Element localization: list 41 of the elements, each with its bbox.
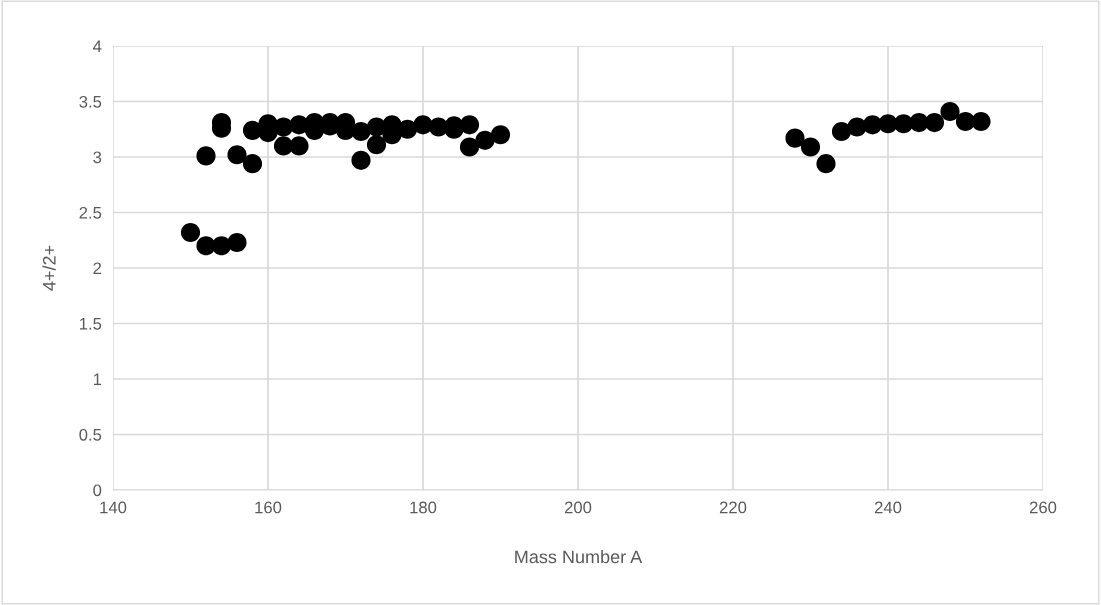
- y-tick-label: 1.5: [79, 318, 102, 330]
- point: [397, 119, 418, 139]
- y-tick-label: 2.5: [79, 206, 102, 219]
- point: [800, 137, 821, 157]
- point: [459, 137, 480, 157]
- point: [227, 145, 247, 165]
- x-tick-label: 180: [410, 501, 437, 514]
- x-tick-label: 240: [874, 501, 902, 514]
- point: [242, 154, 263, 174]
- x-tick-label: 200: [564, 501, 592, 514]
- point: [893, 114, 914, 134]
- point: [831, 121, 852, 142]
- y-tick-label: 0.5: [79, 428, 102, 441]
- point: [351, 150, 371, 170]
- y-tick-label: 1: [93, 373, 102, 386]
- y-tick-label: 4: [93, 40, 102, 53]
- point: [180, 222, 201, 243]
- point: [940, 101, 960, 122]
- x-axis-title: Mass Number A: [515, 549, 643, 564]
- y-tick-label: 3: [93, 151, 102, 164]
- point: [924, 113, 945, 133]
- x-tick-label: 260: [1029, 501, 1057, 514]
- point: [351, 121, 371, 142]
- y-tick-label: 3.5: [79, 95, 102, 108]
- point: [490, 125, 511, 145]
- point: [211, 236, 232, 256]
- x-tick-label: 220: [719, 501, 747, 514]
- point: [816, 154, 836, 174]
- x-tick-label: 140: [100, 501, 127, 514]
- point: [971, 111, 991, 132]
- point: [459, 115, 480, 135]
- y-tick-label: 2: [93, 262, 102, 275]
- point: [196, 146, 216, 166]
- point: [227, 232, 247, 253]
- y-axis-title: 4+/2+: [42, 245, 56, 291]
- x-tick-label: 160: [255, 501, 282, 514]
- point: [366, 135, 387, 155]
- point: [785, 128, 805, 148]
- point: [475, 130, 495, 150]
- point: [289, 136, 309, 156]
- y-tick-label: 0: [93, 484, 102, 497]
